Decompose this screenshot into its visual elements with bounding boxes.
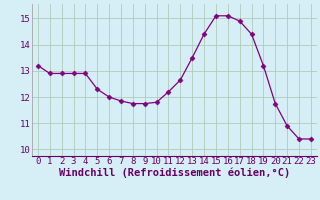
X-axis label: Windchill (Refroidissement éolien,°C): Windchill (Refroidissement éolien,°C) [59, 168, 290, 178]
